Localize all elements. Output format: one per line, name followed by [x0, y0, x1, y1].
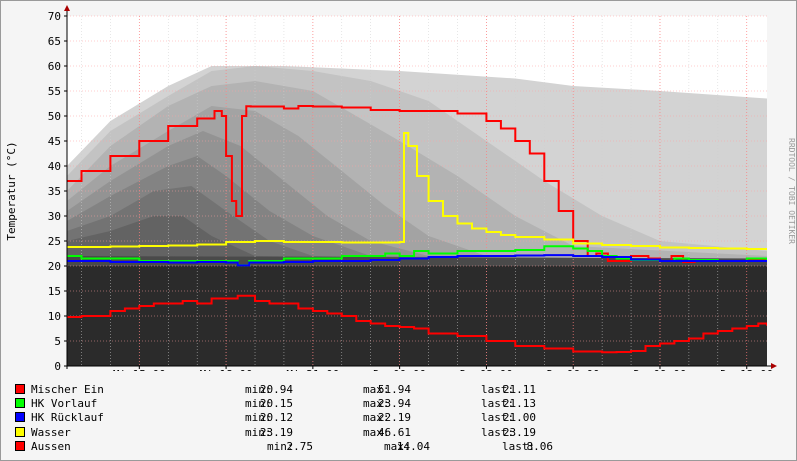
legend-max-label: max: [363, 425, 390, 439]
legend-last-value: 23.19 [502, 425, 536, 439]
legend-series-name: Mischer Ein [31, 383, 104, 396]
x-tick-label: Do 06:00 [547, 368, 600, 371]
y-tick-label: 15 [48, 285, 61, 298]
y-tick-label: 30 [48, 210, 61, 223]
y-tick-label: 20 [48, 260, 61, 273]
legend-row: HK Rücklauf min: 20.12 max: 22.19 last: 21.00 [15, 411, 536, 425]
legend-last-label: last: [502, 439, 536, 453]
x-tick-label: Mi 21:00 [286, 368, 339, 371]
series-line-wasser [67, 132, 767, 251]
legend-min-value: 20.94 [259, 383, 293, 396]
legend-min-value: 20.15 [259, 397, 293, 411]
x-tick-label: Do 12:00 [720, 368, 773, 371]
legend-min-value: 2.75 [286, 439, 314, 453]
legend-max-value: 51.94 [377, 383, 411, 396]
legend-max-value: 23.94 [377, 397, 411, 411]
legend-min-label: min: [245, 397, 272, 411]
legend-min-label: min: [245, 425, 272, 439]
x-tick-label: Do 09:00 [633, 368, 686, 371]
legend-last-label: last: [481, 383, 515, 396]
legend-last-label: last: [481, 425, 515, 439]
legend-row: HK Vorlauf min: 20.15 max: 23.94 last: 21.13 [15, 397, 536, 411]
y-tick-label: 5 [54, 335, 61, 348]
legend-last-value: 8.06 [526, 439, 554, 453]
legend-last-label: last: [481, 411, 515, 425]
legend-last-value: 21.11 [502, 383, 536, 396]
legend-row: Mischer Ein min: 20.94 max: 51.94 last: 21.11 [15, 383, 536, 397]
legend-series-name: HK Rücklauf [31, 411, 104, 425]
legend-min-value: 23.19 [259, 425, 293, 439]
legend-max-label: max: [363, 383, 390, 396]
temperature-chart: 0 5 10 15 20 25 30 35 40 45 50 55 60 65 70 Mi 15:00 Mi … [5, 5, 796, 371]
legend-max-value: 14.04 [396, 439, 430, 453]
legend-swatch [15, 440, 25, 451]
series-line-hk-r-cklauf [67, 254, 767, 267]
x-tick-label: Mi 18:00 [200, 368, 253, 371]
y-tick-label: 55 [48, 85, 61, 98]
x-tick-label: Do 03:00 [460, 368, 513, 371]
legend-min-label: min: [245, 411, 272, 425]
y-tick-label: 65 [48, 35, 61, 48]
y-tick-label: 25 [48, 235, 61, 248]
legend-swatch [15, 398, 25, 409]
legend-row: Wasser min: 23.19 max: 46.61 last: 23.19 [15, 425, 536, 440]
y-axis-arrow [64, 5, 70, 11]
legend-swatch [15, 426, 25, 437]
watermark: RRDTOOL / TOBI OETIKER [787, 138, 796, 244]
legend-series-name: Aussen [31, 439, 71, 453]
y-tick-label: 40 [48, 160, 61, 173]
legend-swatch [15, 412, 25, 423]
y-tick-label: 10 [48, 310, 61, 323]
legend-max-value: 22.19 [377, 411, 411, 425]
legend-series-name: Wasser [31, 425, 71, 439]
legend-min-value: 20.12 [259, 411, 293, 425]
legend-last-value: 21.00 [502, 411, 536, 425]
y-tick-label: 70 [48, 10, 61, 23]
legend-max-label: max: [363, 411, 390, 425]
x-tick-label: Do 00:00 [373, 368, 426, 371]
legend-max-label: max: [384, 439, 411, 453]
y-tick-label: 60 [48, 60, 61, 73]
legend-last-label: last: [481, 397, 515, 411]
x-axis-arrow [771, 363, 777, 369]
legend-row: Aussen min: 2.75 max: 14.04 last: 8.06 [15, 439, 553, 454]
legend-max-value: 46.61 [377, 425, 411, 439]
legend-max-label: max: [363, 397, 390, 411]
legend-min-label: min: [245, 383, 272, 396]
y-axis-label: Temperatur (°C) [5, 141, 18, 240]
y-tick-label: 35 [48, 185, 61, 198]
x-tick-label: Mi 15:00 [113, 368, 166, 371]
legend-swatch [15, 384, 25, 394]
legend-last-value: 21.13 [502, 397, 536, 411]
y-tick-label: 50 [48, 110, 61, 123]
y-tick-label: 0 [54, 360, 61, 371]
y-tick-label: 45 [48, 135, 61, 148]
series-line-aussen [67, 294, 767, 354]
legend-series-name: HK Vorlauf [31, 397, 98, 411]
legend-min-label: min: [267, 439, 294, 453]
